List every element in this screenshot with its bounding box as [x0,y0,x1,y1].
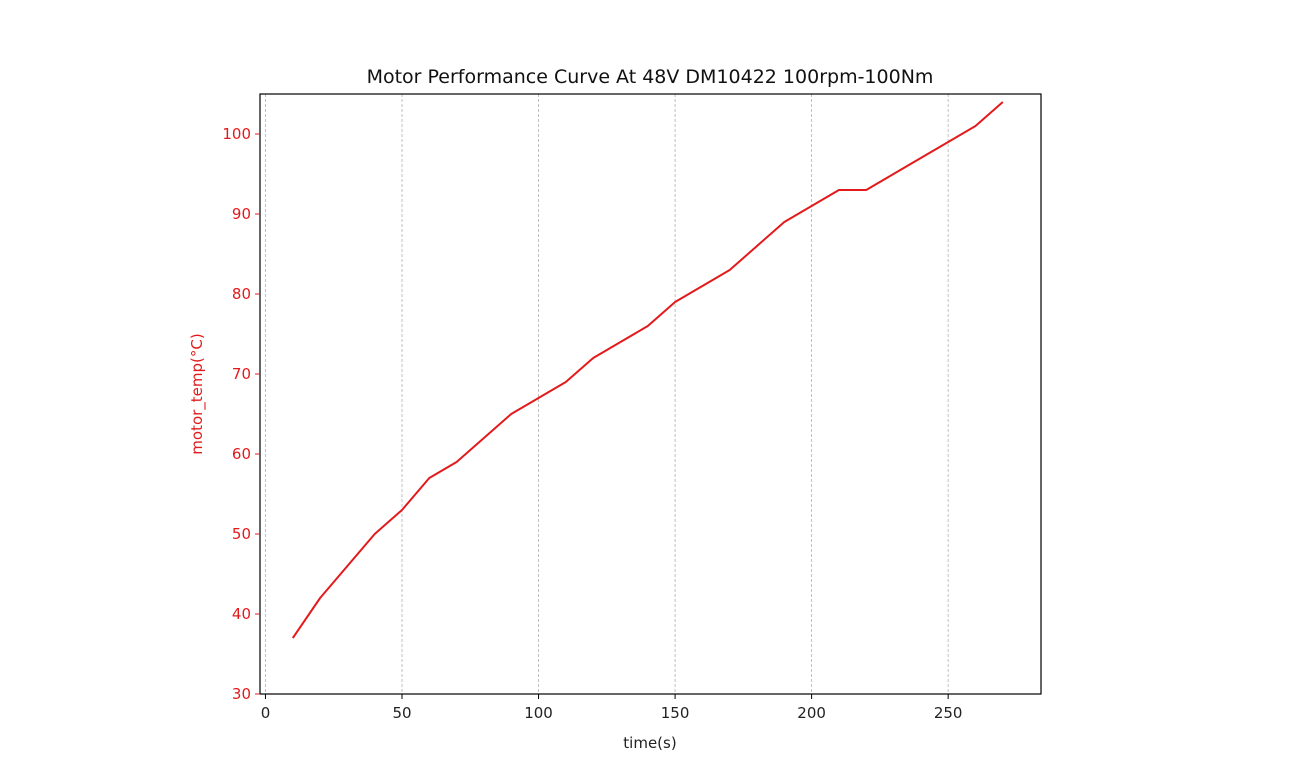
motor-temp-line [291,101,1004,639]
y-axis-label: motor_temp(°C) [188,333,207,454]
y-tick-label: 60 [232,445,251,463]
y-tick-label: 90 [232,205,251,223]
x-axis-label: time(s) [623,734,676,752]
y-tick-label: 80 [232,285,251,303]
plot-frame [259,93,1042,695]
y-tick-label: 30 [232,685,251,703]
x-tick-label: 150 [661,704,690,722]
grid [265,94,949,694]
x-tick-label: 250 [934,704,963,722]
y-tick-label: 50 [232,525,251,543]
chart-title: Motor Performance Curve At 48V DM10422 1… [367,66,934,88]
x-tick-label: 50 [392,704,411,722]
x-axis: 0 50 100 150 200 250 [261,694,963,722]
x-tick-label: 0 [261,704,271,722]
x-tick-label: 200 [797,704,826,722]
y-tick-label: 40 [232,605,251,623]
y-axis: 30 40 50 60 70 80 90 100 [222,125,260,703]
y-tick-label: 70 [232,365,251,383]
series-layer [291,101,1004,639]
x-tick-label: 100 [524,704,553,722]
y-tick-label: 100 [222,125,251,143]
